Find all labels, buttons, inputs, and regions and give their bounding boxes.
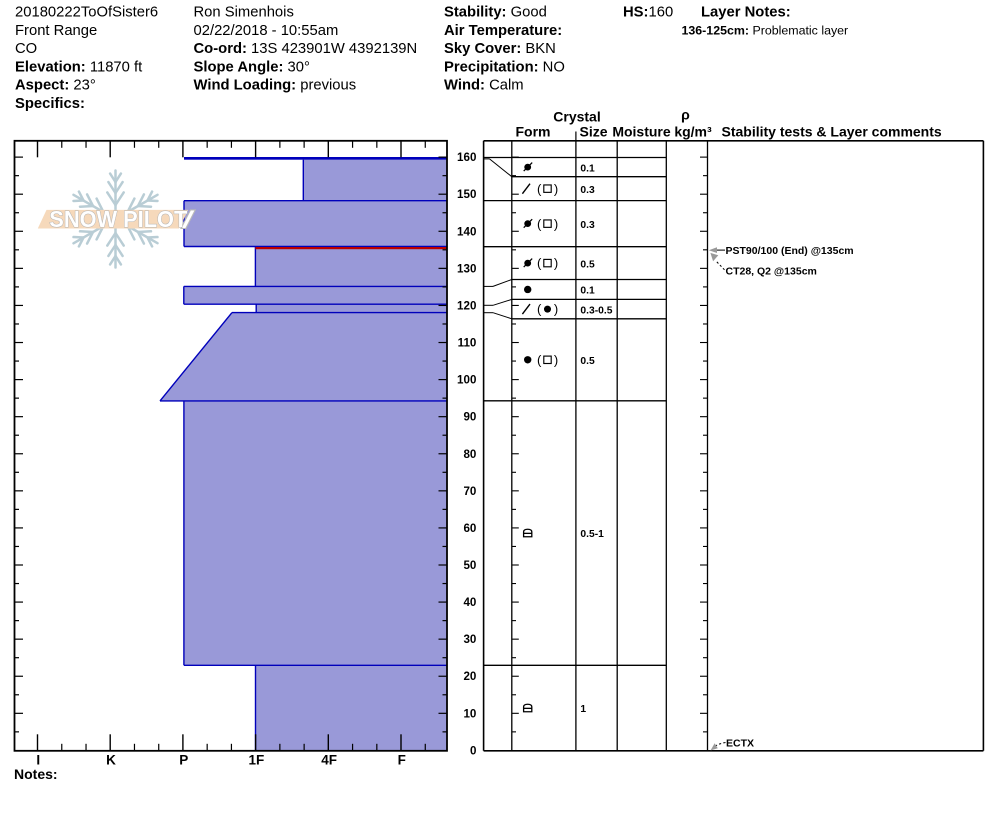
svg-text:ρ: ρ [681,106,690,122]
svg-text:Layer Notes:: Layer Notes: [701,5,791,21]
svg-text:1: 1 [580,704,586,715]
svg-text:I: I [36,753,40,768]
svg-text:30: 30 [463,633,476,646]
svg-text:150: 150 [457,188,476,201]
svg-text:0.1: 0.1 [580,286,595,297]
svg-text:40: 40 [463,596,476,609]
svg-text:F: F [398,753,406,768]
svg-text:ECTX: ECTX [726,737,754,749]
svg-text:SNOW PILOT: SNOW PILOT [49,206,187,232]
svg-text:10: 10 [463,707,476,720]
svg-text:80: 80 [463,448,476,461]
svg-text:70: 70 [463,485,476,498]
svg-text:Form: Form [516,123,551,139]
svg-text:Moisture: Moisture [612,123,671,139]
svg-text:): ) [554,256,558,271]
svg-text:Aspect: 23°: Aspect: 23° [15,78,96,94]
svg-text:0: 0 [470,744,476,757]
svg-text:(: ( [537,256,542,271]
svg-text:1F: 1F [249,753,265,768]
svg-text:136-125cm: Problematic layer: 136-125cm: Problematic layer [682,24,849,38]
svg-text:Size: Size [579,123,607,139]
svg-text:Sky Cover: BKN: Sky Cover: BKN [444,41,556,57]
svg-text:(: ( [537,352,542,367]
svg-text:Front Range: Front Range [15,23,97,39]
svg-text:Notes:: Notes: [14,766,58,782]
svg-text:Wind: Calm: Wind: Calm [444,78,524,94]
svg-text:CO: CO [15,41,37,57]
svg-text:): ) [554,352,558,367]
svg-text:(: ( [537,216,542,231]
svg-text:Wind Loading: previous: Wind Loading: previous [194,78,357,94]
svg-text:Stability: Good: Stability: Good [444,5,547,21]
svg-text:120: 120 [457,299,476,312]
svg-text:160: 160 [457,151,476,164]
svg-text:Specifics:: Specifics: [15,96,85,112]
svg-text:140: 140 [457,225,476,238]
svg-text:Ron Simenhois: Ron Simenhois [194,5,294,21]
svg-text:20180222ToOfSister6: 20180222ToOfSister6 [15,5,158,21]
svg-text:Slope Angle: 30°: Slope Angle: 30° [194,59,310,75]
svg-text:100: 100 [457,374,476,387]
svg-text:0.3: 0.3 [580,220,595,231]
svg-text:HS:160: HS:160 [623,5,673,21]
svg-text:P: P [179,753,188,768]
svg-text:50: 50 [463,559,476,572]
svg-text:): ) [554,216,558,231]
svg-text:0.5: 0.5 [580,259,595,270]
svg-text:60: 60 [463,522,476,535]
svg-text:(: ( [537,181,542,196]
svg-text:): ) [554,302,558,317]
svg-text:130: 130 [457,262,476,275]
svg-text:0.3-0.5: 0.3-0.5 [580,305,612,316]
svg-text:Stability tests & Layer commen: Stability tests & Layer comments [722,123,942,139]
svg-text:0.5: 0.5 [580,356,595,367]
svg-text:Crystal: Crystal [553,109,600,125]
svg-text:0.1: 0.1 [580,163,595,174]
svg-text:PST90/100 (End) @135cm: PST90/100 (End) @135cm [726,245,854,257]
svg-text:Precipitation: NO: Precipitation: NO [444,59,565,75]
svg-text:0.3: 0.3 [580,185,595,196]
svg-text:kg/m³: kg/m³ [674,123,712,139]
svg-text:20: 20 [463,670,476,683]
svg-text:110: 110 [458,337,477,350]
svg-text:90: 90 [463,411,476,424]
svg-text:CT28, Q2 @135cm: CT28, Q2 @135cm [726,266,817,278]
svg-text:0.5-1: 0.5-1 [580,529,604,540]
svg-text:Air Temperature:: Air Temperature: [444,23,562,39]
svg-text:Co-ord: 13S 423901W 4392139N: Co-ord: 13S 423901W 4392139N [194,41,418,57]
svg-text:): ) [554,181,558,196]
svg-text:(: ( [537,302,542,317]
svg-text:4F: 4F [321,753,337,768]
svg-text:K: K [106,753,116,768]
svg-text:Elevation: 11870 ft: Elevation: 11870 ft [15,59,142,75]
svg-text:02/22/2018 - 10:55am: 02/22/2018 - 10:55am [194,23,339,39]
